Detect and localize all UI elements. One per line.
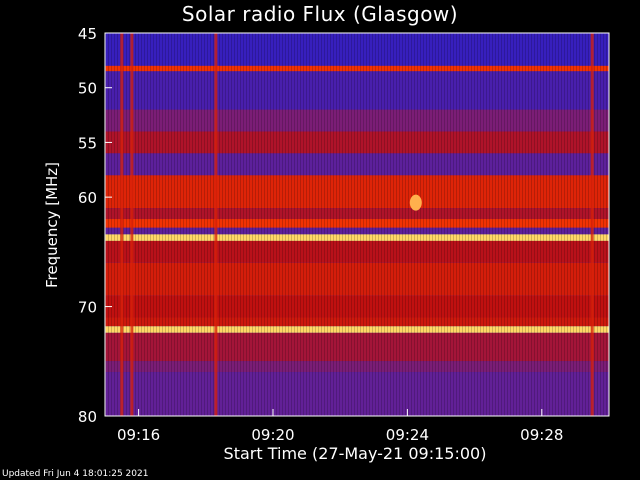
- bright-column: [590, 33, 594, 416]
- x-tick-label: 09:20: [251, 426, 294, 444]
- x-axis-label: Start Time (27-May-21 09:15:00): [223, 444, 487, 463]
- y-tick-label: 60: [78, 189, 97, 207]
- y-tick-label: 70: [78, 299, 97, 317]
- y-tick-label: 50: [78, 80, 97, 98]
- plot-frame: [104, 32, 610, 417]
- chart-title: Solar radio Flux (Glasgow): [181, 2, 459, 26]
- x-tick-label: 09:28: [520, 426, 563, 444]
- bright-column: [214, 33, 218, 416]
- y-axis: 45 50 55 60 70 80: [78, 25, 112, 426]
- bright-column: [120, 33, 124, 416]
- texture-overlay: [105, 33, 609, 416]
- spectrogram-features: [120, 33, 594, 416]
- y-tick-label: 80: [78, 408, 97, 426]
- updated-timestamp: Updated Fri Jun 4 18:01:25 2021: [2, 469, 149, 479]
- y-tick-label: 55: [78, 134, 97, 152]
- y-axis-label: Frequency [MHz]: [43, 161, 61, 289]
- bright-column: [130, 33, 134, 416]
- y-tick-label: 45: [78, 25, 97, 43]
- x-tick-label: 09:24: [386, 426, 429, 444]
- x-tick-label: 09:16: [117, 426, 160, 444]
- x-axis: 09:16 09:20 09:24 09:28: [117, 409, 563, 444]
- bright-spot: [409, 194, 422, 211]
